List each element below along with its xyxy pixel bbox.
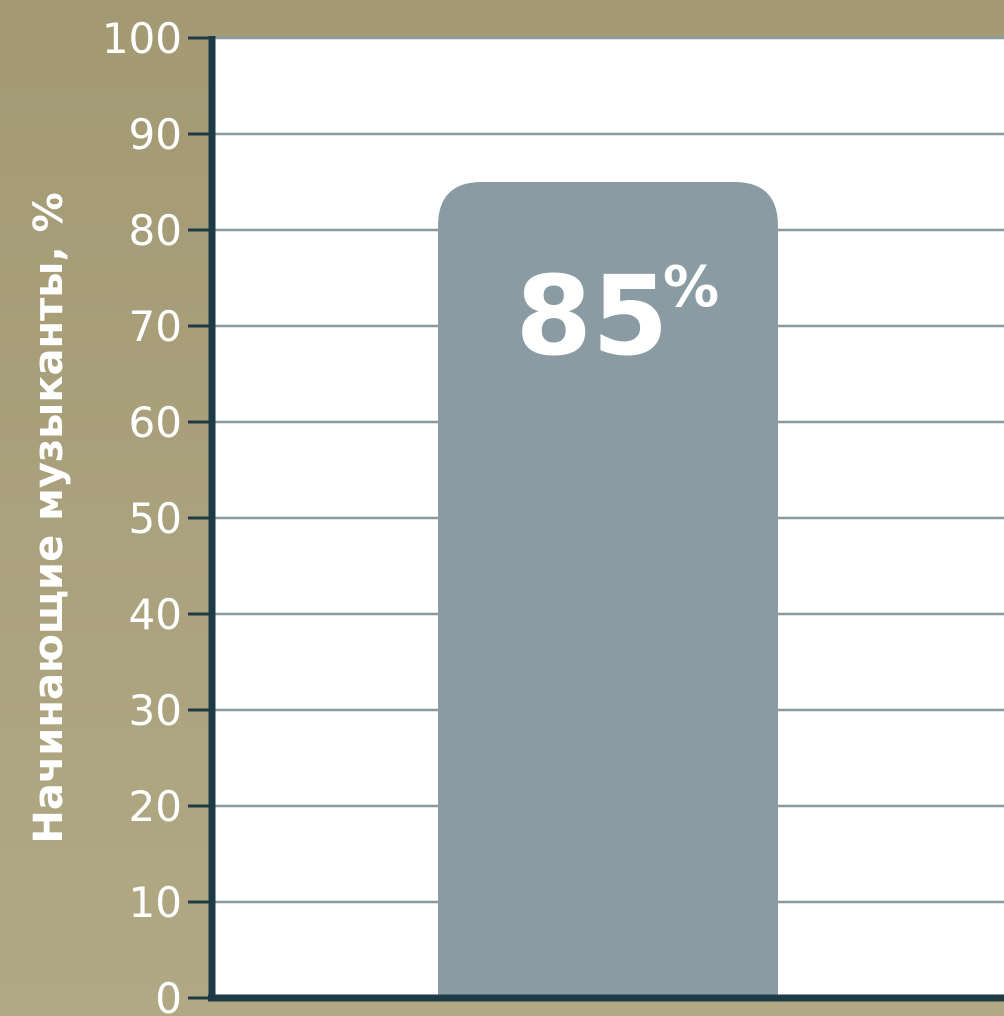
axes — [188, 36, 1004, 1002]
y-tick-label: 30 — [129, 686, 182, 735]
bar-value-label: 85 — [515, 252, 668, 380]
y-tick-label: 50 — [129, 494, 182, 543]
y-tick-label: 90 — [129, 110, 182, 159]
y-tick-label: 10 — [129, 878, 182, 927]
y-tick-label: 60 — [129, 398, 182, 447]
y-tick-labels: 0 10 20 30 40 50 60 70 80 90 100 — [102, 14, 182, 1016]
y-axis-label: Начинающие музыканты, % — [26, 192, 72, 843]
y-tick-label: 70 — [129, 302, 182, 351]
y-tick-label: 20 — [129, 782, 182, 831]
bars — [438, 182, 778, 998]
bar-value-unit: % — [663, 255, 719, 320]
data-labels: 85% — [515, 252, 719, 380]
y-tick-label: 100 — [102, 14, 182, 63]
y-tick-label: 80 — [129, 206, 182, 255]
y-tick-label: 40 — [129, 590, 182, 639]
y-tick-label: 0 — [155, 974, 182, 1016]
bar-0 — [438, 182, 778, 998]
